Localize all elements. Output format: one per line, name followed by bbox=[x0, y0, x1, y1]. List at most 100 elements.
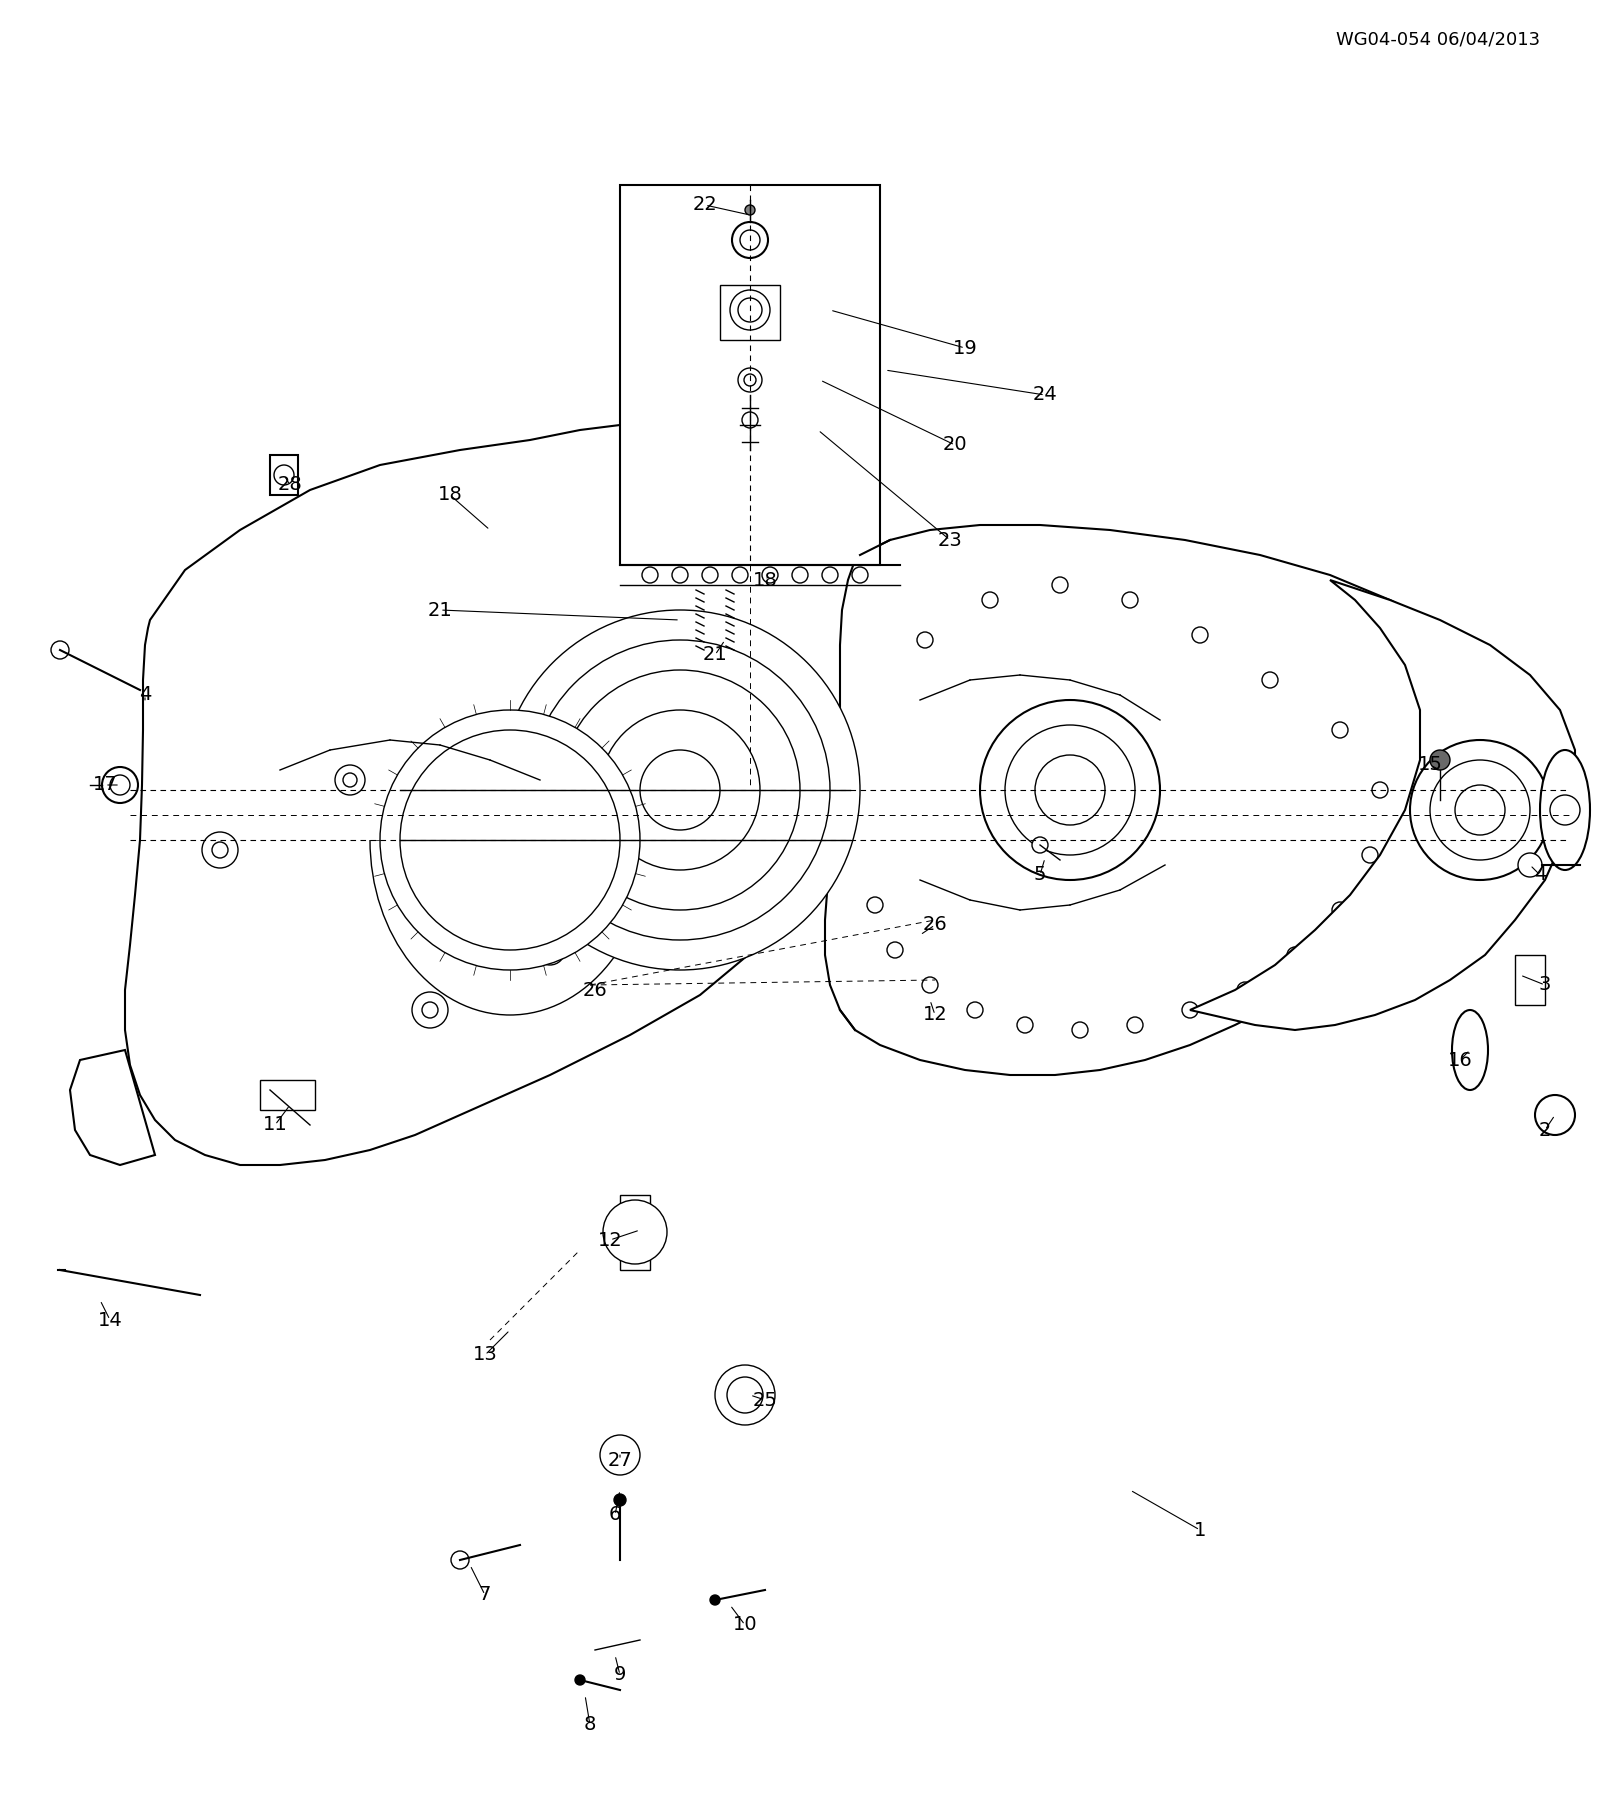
Circle shape bbox=[342, 772, 357, 787]
Circle shape bbox=[1126, 1017, 1142, 1033]
Circle shape bbox=[534, 936, 565, 965]
Ellipse shape bbox=[1453, 1010, 1488, 1090]
Polygon shape bbox=[125, 424, 890, 1166]
Circle shape bbox=[741, 230, 760, 250]
Ellipse shape bbox=[1539, 751, 1590, 870]
Circle shape bbox=[413, 992, 448, 1028]
Circle shape bbox=[51, 642, 69, 658]
Text: 9: 9 bbox=[614, 1666, 626, 1684]
Circle shape bbox=[715, 1365, 774, 1425]
Text: 18: 18 bbox=[752, 571, 778, 589]
Text: 12: 12 bbox=[598, 1231, 622, 1249]
Circle shape bbox=[730, 290, 770, 330]
Text: 17: 17 bbox=[93, 776, 117, 794]
Text: 16: 16 bbox=[1448, 1050, 1472, 1070]
Circle shape bbox=[1518, 852, 1542, 877]
Circle shape bbox=[1262, 673, 1278, 687]
Circle shape bbox=[792, 567, 808, 584]
Circle shape bbox=[1035, 754, 1106, 825]
Circle shape bbox=[614, 1494, 626, 1507]
Circle shape bbox=[603, 1200, 667, 1264]
Polygon shape bbox=[1190, 580, 1574, 1030]
Text: 3: 3 bbox=[1539, 975, 1550, 995]
Circle shape bbox=[1430, 760, 1530, 859]
Circle shape bbox=[1534, 1095, 1574, 1135]
Circle shape bbox=[851, 567, 867, 584]
Text: 7: 7 bbox=[478, 1586, 491, 1605]
Circle shape bbox=[886, 943, 902, 957]
Circle shape bbox=[1331, 903, 1347, 917]
Circle shape bbox=[1373, 781, 1389, 798]
Circle shape bbox=[738, 368, 762, 392]
Circle shape bbox=[867, 897, 883, 914]
Text: 27: 27 bbox=[608, 1450, 632, 1470]
Text: 12: 12 bbox=[923, 1006, 947, 1024]
Circle shape bbox=[1182, 1003, 1198, 1019]
Bar bbox=[261, 1081, 315, 1110]
Text: 4: 4 bbox=[139, 685, 150, 705]
Circle shape bbox=[1032, 838, 1048, 852]
Bar bbox=[720, 285, 781, 341]
Text: 8: 8 bbox=[584, 1715, 597, 1735]
Text: 4: 4 bbox=[1534, 865, 1546, 885]
Circle shape bbox=[922, 977, 938, 994]
Circle shape bbox=[400, 731, 621, 950]
Circle shape bbox=[642, 567, 658, 584]
Circle shape bbox=[451, 1550, 469, 1568]
Text: 28: 28 bbox=[278, 475, 302, 495]
Text: 23: 23 bbox=[938, 531, 962, 549]
Circle shape bbox=[762, 567, 778, 584]
Circle shape bbox=[530, 640, 830, 939]
Circle shape bbox=[1018, 1017, 1034, 1033]
Text: 1: 1 bbox=[1194, 1521, 1206, 1539]
Circle shape bbox=[274, 464, 294, 486]
Circle shape bbox=[1122, 593, 1138, 607]
Circle shape bbox=[726, 1378, 763, 1412]
Circle shape bbox=[213, 841, 229, 858]
Text: 10: 10 bbox=[733, 1615, 757, 1635]
Text: 22: 22 bbox=[693, 196, 717, 214]
Circle shape bbox=[381, 711, 640, 970]
Circle shape bbox=[1072, 1023, 1088, 1039]
Bar bbox=[621, 1195, 650, 1269]
Circle shape bbox=[1005, 725, 1134, 856]
Text: WG04-054 06/04/2013: WG04-054 06/04/2013 bbox=[1336, 31, 1539, 47]
Circle shape bbox=[1410, 740, 1550, 879]
Text: 25: 25 bbox=[752, 1391, 778, 1409]
Circle shape bbox=[574, 1675, 586, 1684]
Circle shape bbox=[560, 671, 800, 910]
Text: 2: 2 bbox=[1539, 1120, 1550, 1140]
Circle shape bbox=[746, 205, 755, 216]
Circle shape bbox=[1053, 577, 1069, 593]
Circle shape bbox=[702, 567, 718, 584]
Circle shape bbox=[600, 711, 760, 870]
Polygon shape bbox=[70, 1050, 155, 1166]
Bar bbox=[621, 185, 880, 566]
Text: 15: 15 bbox=[1418, 756, 1443, 774]
Circle shape bbox=[1286, 946, 1302, 963]
Circle shape bbox=[733, 567, 749, 584]
Circle shape bbox=[102, 767, 138, 803]
Circle shape bbox=[334, 765, 365, 794]
Circle shape bbox=[822, 567, 838, 584]
Circle shape bbox=[917, 633, 933, 647]
Circle shape bbox=[738, 297, 762, 323]
Circle shape bbox=[600, 1436, 640, 1476]
Circle shape bbox=[422, 1003, 438, 1019]
Circle shape bbox=[640, 751, 720, 830]
Polygon shape bbox=[826, 526, 1515, 1075]
Circle shape bbox=[672, 567, 688, 584]
Text: 20: 20 bbox=[942, 435, 968, 455]
Text: 14: 14 bbox=[98, 1311, 122, 1329]
Circle shape bbox=[1192, 627, 1208, 644]
Text: 11: 11 bbox=[262, 1115, 288, 1135]
Circle shape bbox=[1331, 722, 1347, 738]
Circle shape bbox=[742, 412, 758, 428]
Bar bbox=[270, 455, 298, 495]
Text: 26: 26 bbox=[923, 916, 947, 934]
Circle shape bbox=[733, 221, 768, 257]
Circle shape bbox=[1362, 847, 1378, 863]
Circle shape bbox=[744, 373, 757, 386]
Text: 19: 19 bbox=[952, 339, 978, 357]
Circle shape bbox=[982, 593, 998, 607]
